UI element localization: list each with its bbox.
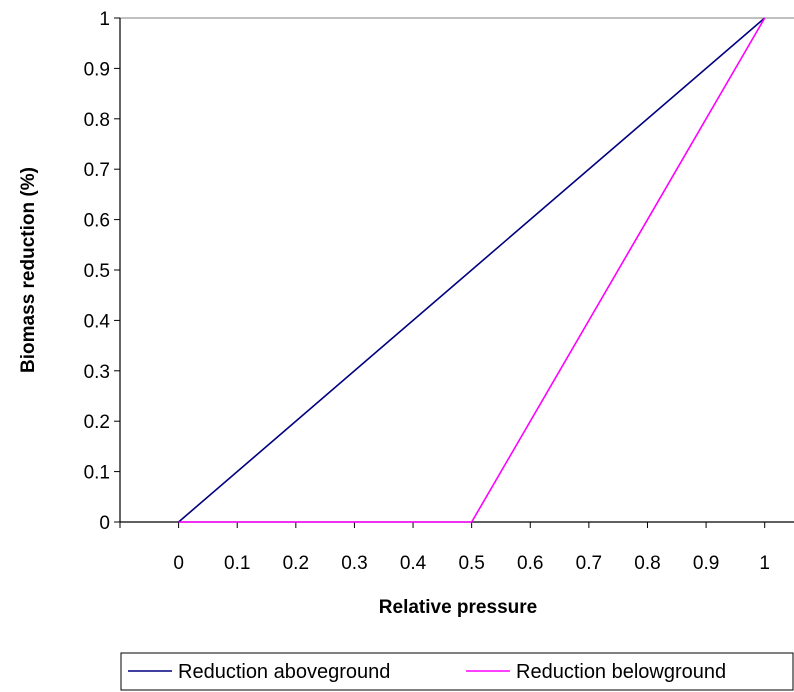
y-axis-title: Biomass reduction (%)	[18, 167, 39, 373]
y-tick-label: 0.9	[84, 59, 110, 80]
x-tick-label: 0.7	[576, 553, 602, 574]
y-tick-label: 0.7	[84, 160, 110, 181]
y-tick-label: 1	[99, 9, 110, 30]
series-layer	[178, 17, 766, 523]
legend-label-belowground: Reduction belowground	[516, 661, 726, 683]
x-tick-label: 0.2	[283, 553, 309, 574]
y-tick-label: 0.1	[84, 463, 110, 484]
x-tick-label: 0.1	[224, 553, 250, 574]
y-tick-label: 0.6	[84, 211, 110, 232]
x-tick-label: 0.4	[400, 553, 427, 574]
x-tick-label: 0.8	[634, 553, 660, 574]
x-tick-label: 0.9	[693, 553, 719, 574]
y-ticks: 0 0.1 0.2 0.3 0.4 0.5 0.6 0.7 0.8 0.9 1	[84, 9, 120, 534]
series-line-belowground	[178, 17, 766, 523]
x-tick-label: 0.6	[517, 553, 543, 574]
x-tick-label: 1	[759, 553, 770, 574]
x-tick-label: 0.5	[458, 553, 484, 574]
y-tick-label: 0.4	[84, 311, 111, 332]
x-axis-title: Relative pressure	[379, 597, 537, 618]
x-tick-label: 0	[173, 553, 184, 574]
plot-area	[119, 17, 794, 523]
series-line-aboveground	[178, 17, 766, 523]
y-tick-label: 0	[99, 513, 110, 534]
legend-box	[120, 652, 794, 691]
y-tick-label: 0.2	[84, 412, 110, 433]
legend: Reduction aboveground Reduction belowgro…	[120, 652, 794, 691]
x-ticks: 0 0.1 0.2 0.3 0.4 0.5 0.6 0.7 0.8 0.9 1	[119, 522, 770, 574]
y-tick-label: 0.5	[84, 261, 110, 282]
x-tick-label: 0.3	[341, 553, 367, 574]
y-tick-label: 0.3	[84, 362, 110, 383]
y-tick-label: 0.8	[84, 110, 110, 131]
legend-label-aboveground: Reduction aboveground	[178, 661, 390, 683]
